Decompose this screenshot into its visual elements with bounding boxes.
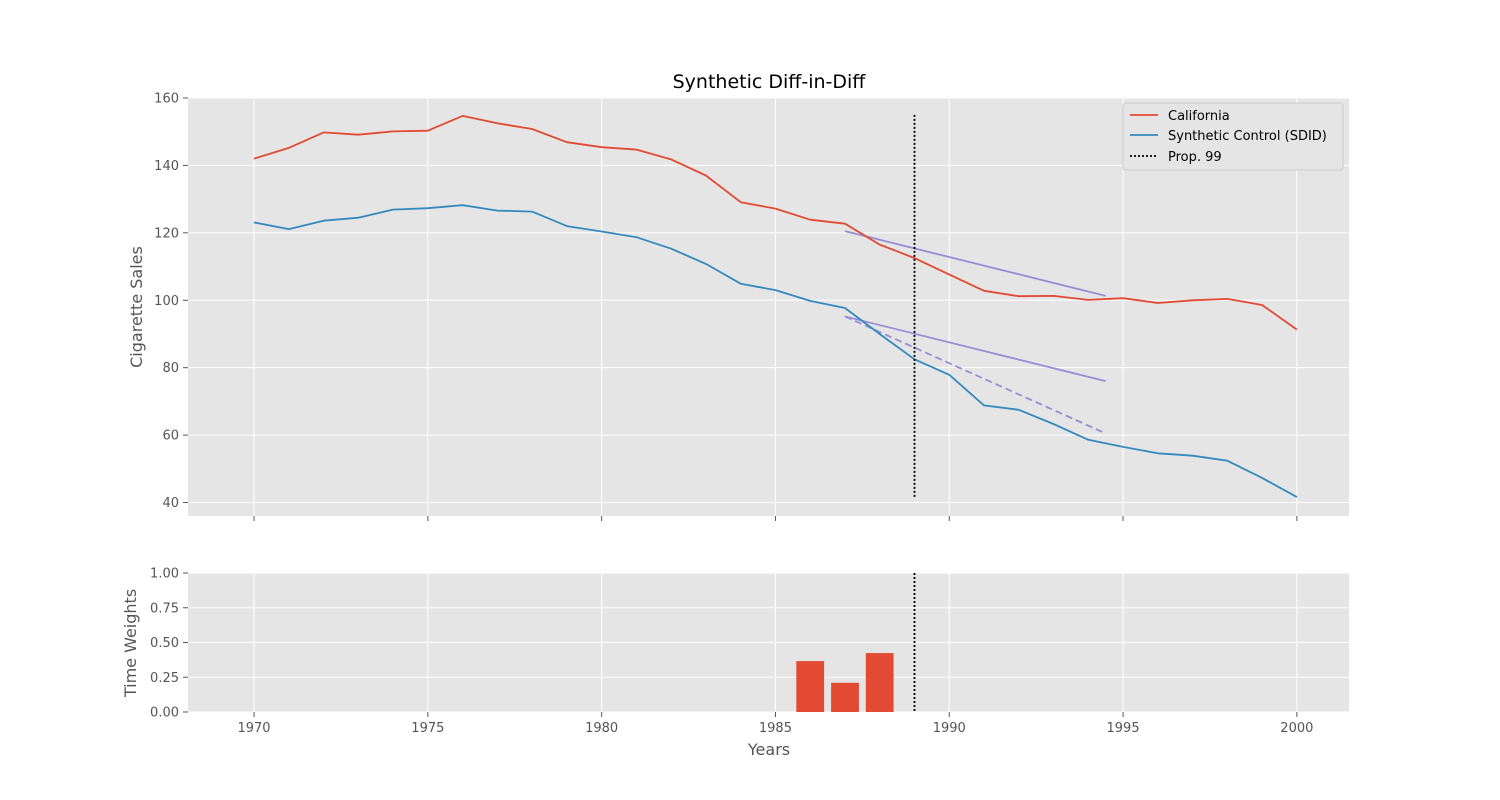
legend-label-synthetic-control: Synthetic Control (SDID) — [1168, 129, 1327, 144]
time-weights-panel-marks — [796, 573, 916, 712]
y-axis-label-sales: Cigarette Sales — [127, 246, 146, 368]
sales-panel-marks — [253, 114, 1298, 498]
legend-label-california: California — [1168, 109, 1230, 124]
sales-panel: 40 60 80 100 120 140 160 Synthetic Diff-in-Dif… — [127, 71, 1349, 521]
legend-label-prop-99: Prop. 99 — [1168, 150, 1222, 165]
y-tick-label: 80 — [162, 361, 179, 376]
y-tick-label: 0.75 — [150, 601, 179, 616]
time-weights-panel-y-ticks: 0.00 0.25 0.50 0.75 1.00 — [150, 567, 188, 721]
y-tick-label: 120 — [154, 226, 179, 241]
x-tick-label: 1975 — [411, 721, 444, 736]
y-tick-label: 160 — [154, 92, 179, 107]
y-axis-label-time-weights: Time Weights — [121, 589, 140, 698]
sales-panel-grid — [188, 97, 1349, 516]
x-tick-label: 1985 — [759, 721, 792, 736]
series-line-synthetic-control — [253, 204, 1298, 498]
x-tick-label: 1970 — [237, 721, 270, 736]
x-axis-label-years: Years — [747, 740, 790, 759]
x-tick-label: 1990 — [933, 721, 966, 736]
trend-line-3-dashed — [844, 315, 1107, 435]
x-tick-label: 1995 — [1107, 721, 1140, 736]
y-tick-label: 40 — [162, 496, 179, 511]
legend: California Synthetic Control (SDID) Prop… — [1122, 102, 1344, 171]
time-weight-bar-1988 — [865, 653, 894, 712]
legend-box — [1122, 102, 1344, 171]
series-line-california — [253, 115, 1298, 331]
trend-line-1-solid — [844, 230, 1106, 297]
time-weight-bar-1987 — [831, 682, 859, 712]
x-tick-label: 1980 — [585, 721, 618, 736]
y-tick-label: 100 — [154, 294, 179, 309]
sales-panel-y-ticks: 40 60 80 100 120 140 160 — [154, 92, 188, 511]
y-tick-label: 140 — [154, 159, 179, 174]
y-tick-label: 0.25 — [150, 671, 179, 686]
time-weights-panel-grid — [188, 572, 1349, 713]
chart-title: Synthetic Diff-in-Diff — [673, 71, 867, 93]
y-tick-label: 0.00 — [150, 706, 179, 721]
time-weights-panel-x-ticks: 1970 1975 1980 1985 1990 1995 2000 — [237, 712, 1313, 736]
y-tick-label: 1.00 — [150, 567, 179, 582]
time-weight-bar-1986 — [796, 661, 825, 712]
y-tick-label: 60 — [162, 429, 179, 444]
x-tick-label: 2000 — [1280, 721, 1313, 736]
time-weights-panel: 0.00 0.25 0.50 0.75 1.00 1970 1975 1980 1985 199… — [121, 567, 1349, 759]
y-tick-label: 0.50 — [150, 636, 179, 651]
trend-line-2-solid — [844, 315, 1106, 383]
sales-panel-x-ticks — [253, 516, 1298, 521]
